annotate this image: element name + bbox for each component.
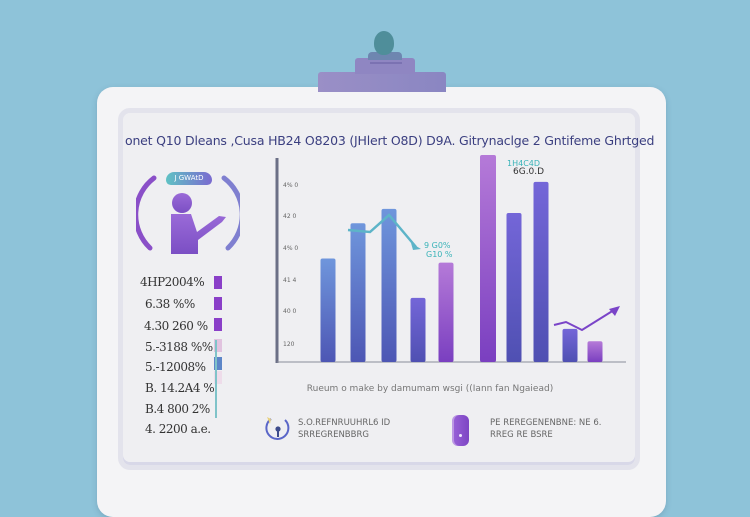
chart-bar (562, 328, 578, 362)
stat-swatch (214, 339, 222, 352)
stat-swatch (214, 318, 222, 331)
lock-shield-icon (265, 417, 290, 440)
clipboard-clip-top (355, 58, 415, 74)
trend-line-up (553, 309, 615, 332)
stat-item: 4. 2200 a.e. (145, 422, 211, 436)
stat-item: B. 14.2A4 % (145, 381, 215, 395)
stat-item: 6.38 %% (145, 297, 195, 311)
feature-text: S.O.REFNRUUHRL6 ID SRREGRENBBRG (298, 417, 390, 441)
chart-annotation: G10 % (426, 250, 453, 259)
user-avatar-icon (136, 175, 240, 254)
dashboard-panel (118, 108, 640, 470)
stat-swatch (214, 371, 222, 384)
y-tick-label: 42 0 (283, 213, 297, 220)
clipboard-clip (318, 72, 446, 92)
trend-line-down (347, 213, 417, 248)
feature-line: SRREGRENBBRG (298, 430, 369, 440)
chart-bar (320, 258, 336, 362)
chart-caption: Rueum o make by damumam wsgi ((Iann fan … (306, 384, 554, 394)
y-tick-label: 120 (283, 341, 295, 348)
feature-text: PE REREGENENBNE: NE 6. RREG RE BSRE (490, 417, 601, 441)
y-tick-label: 4% 0 (283, 182, 298, 189)
stat-swatch (214, 357, 222, 370)
stat-item: 5.-3188 %% (145, 340, 213, 354)
bar-chart: 4% 0 42 0 4% 0 41 4 40 0 120 9 G0% G10 % 1H4C… (275, 155, 626, 363)
feature-line: RREG RE BSRE (490, 430, 553, 440)
feature-line: S.O.REFNRUUHRL6 ID (298, 418, 391, 428)
stat-item: B.4 800 2% (145, 402, 210, 416)
clipboard-clip-knob (374, 31, 394, 55)
y-tick-label: 40 0 (283, 308, 297, 315)
chart-annotation: 1H4C4D (507, 159, 540, 168)
chart-bar (587, 341, 603, 362)
chart-bar (533, 181, 549, 362)
chart-bar (480, 155, 496, 362)
stat-swatch (214, 297, 222, 310)
clipboard-clip-neck (368, 52, 402, 60)
y-tick-label: 4% 0 (283, 245, 298, 252)
battery-icon (452, 415, 469, 446)
chart-bar (350, 223, 366, 362)
chart-bar (438, 262, 454, 362)
trend-arrow-head (609, 306, 620, 316)
chart-annotation: 6G.0.D (513, 167, 544, 177)
stat-swatch (214, 276, 222, 289)
chart-bar (410, 297, 426, 362)
avatar-badge: J GWAtD (166, 172, 212, 185)
chart-annotation: 9 G0% (424, 241, 451, 250)
trend-arrow-head (411, 243, 421, 250)
chart-bar (506, 212, 522, 362)
clipboard-clip-ridge (370, 62, 402, 64)
stat-divider (215, 340, 217, 418)
stat-item: 5.-12008% (145, 360, 206, 374)
stat-item: 4.30 260 % (144, 319, 208, 333)
y-tick-label: 41 4 (283, 277, 297, 284)
chart-bar (381, 208, 397, 362)
stat-item: 4HP2004% (140, 275, 205, 289)
feature-line: PE REREGENENBNE: NE 6. (490, 418, 602, 428)
dashboard-title: onet Q10 Dleans ,Cusa HB24 O8203 (JHlert… (125, 133, 655, 148)
